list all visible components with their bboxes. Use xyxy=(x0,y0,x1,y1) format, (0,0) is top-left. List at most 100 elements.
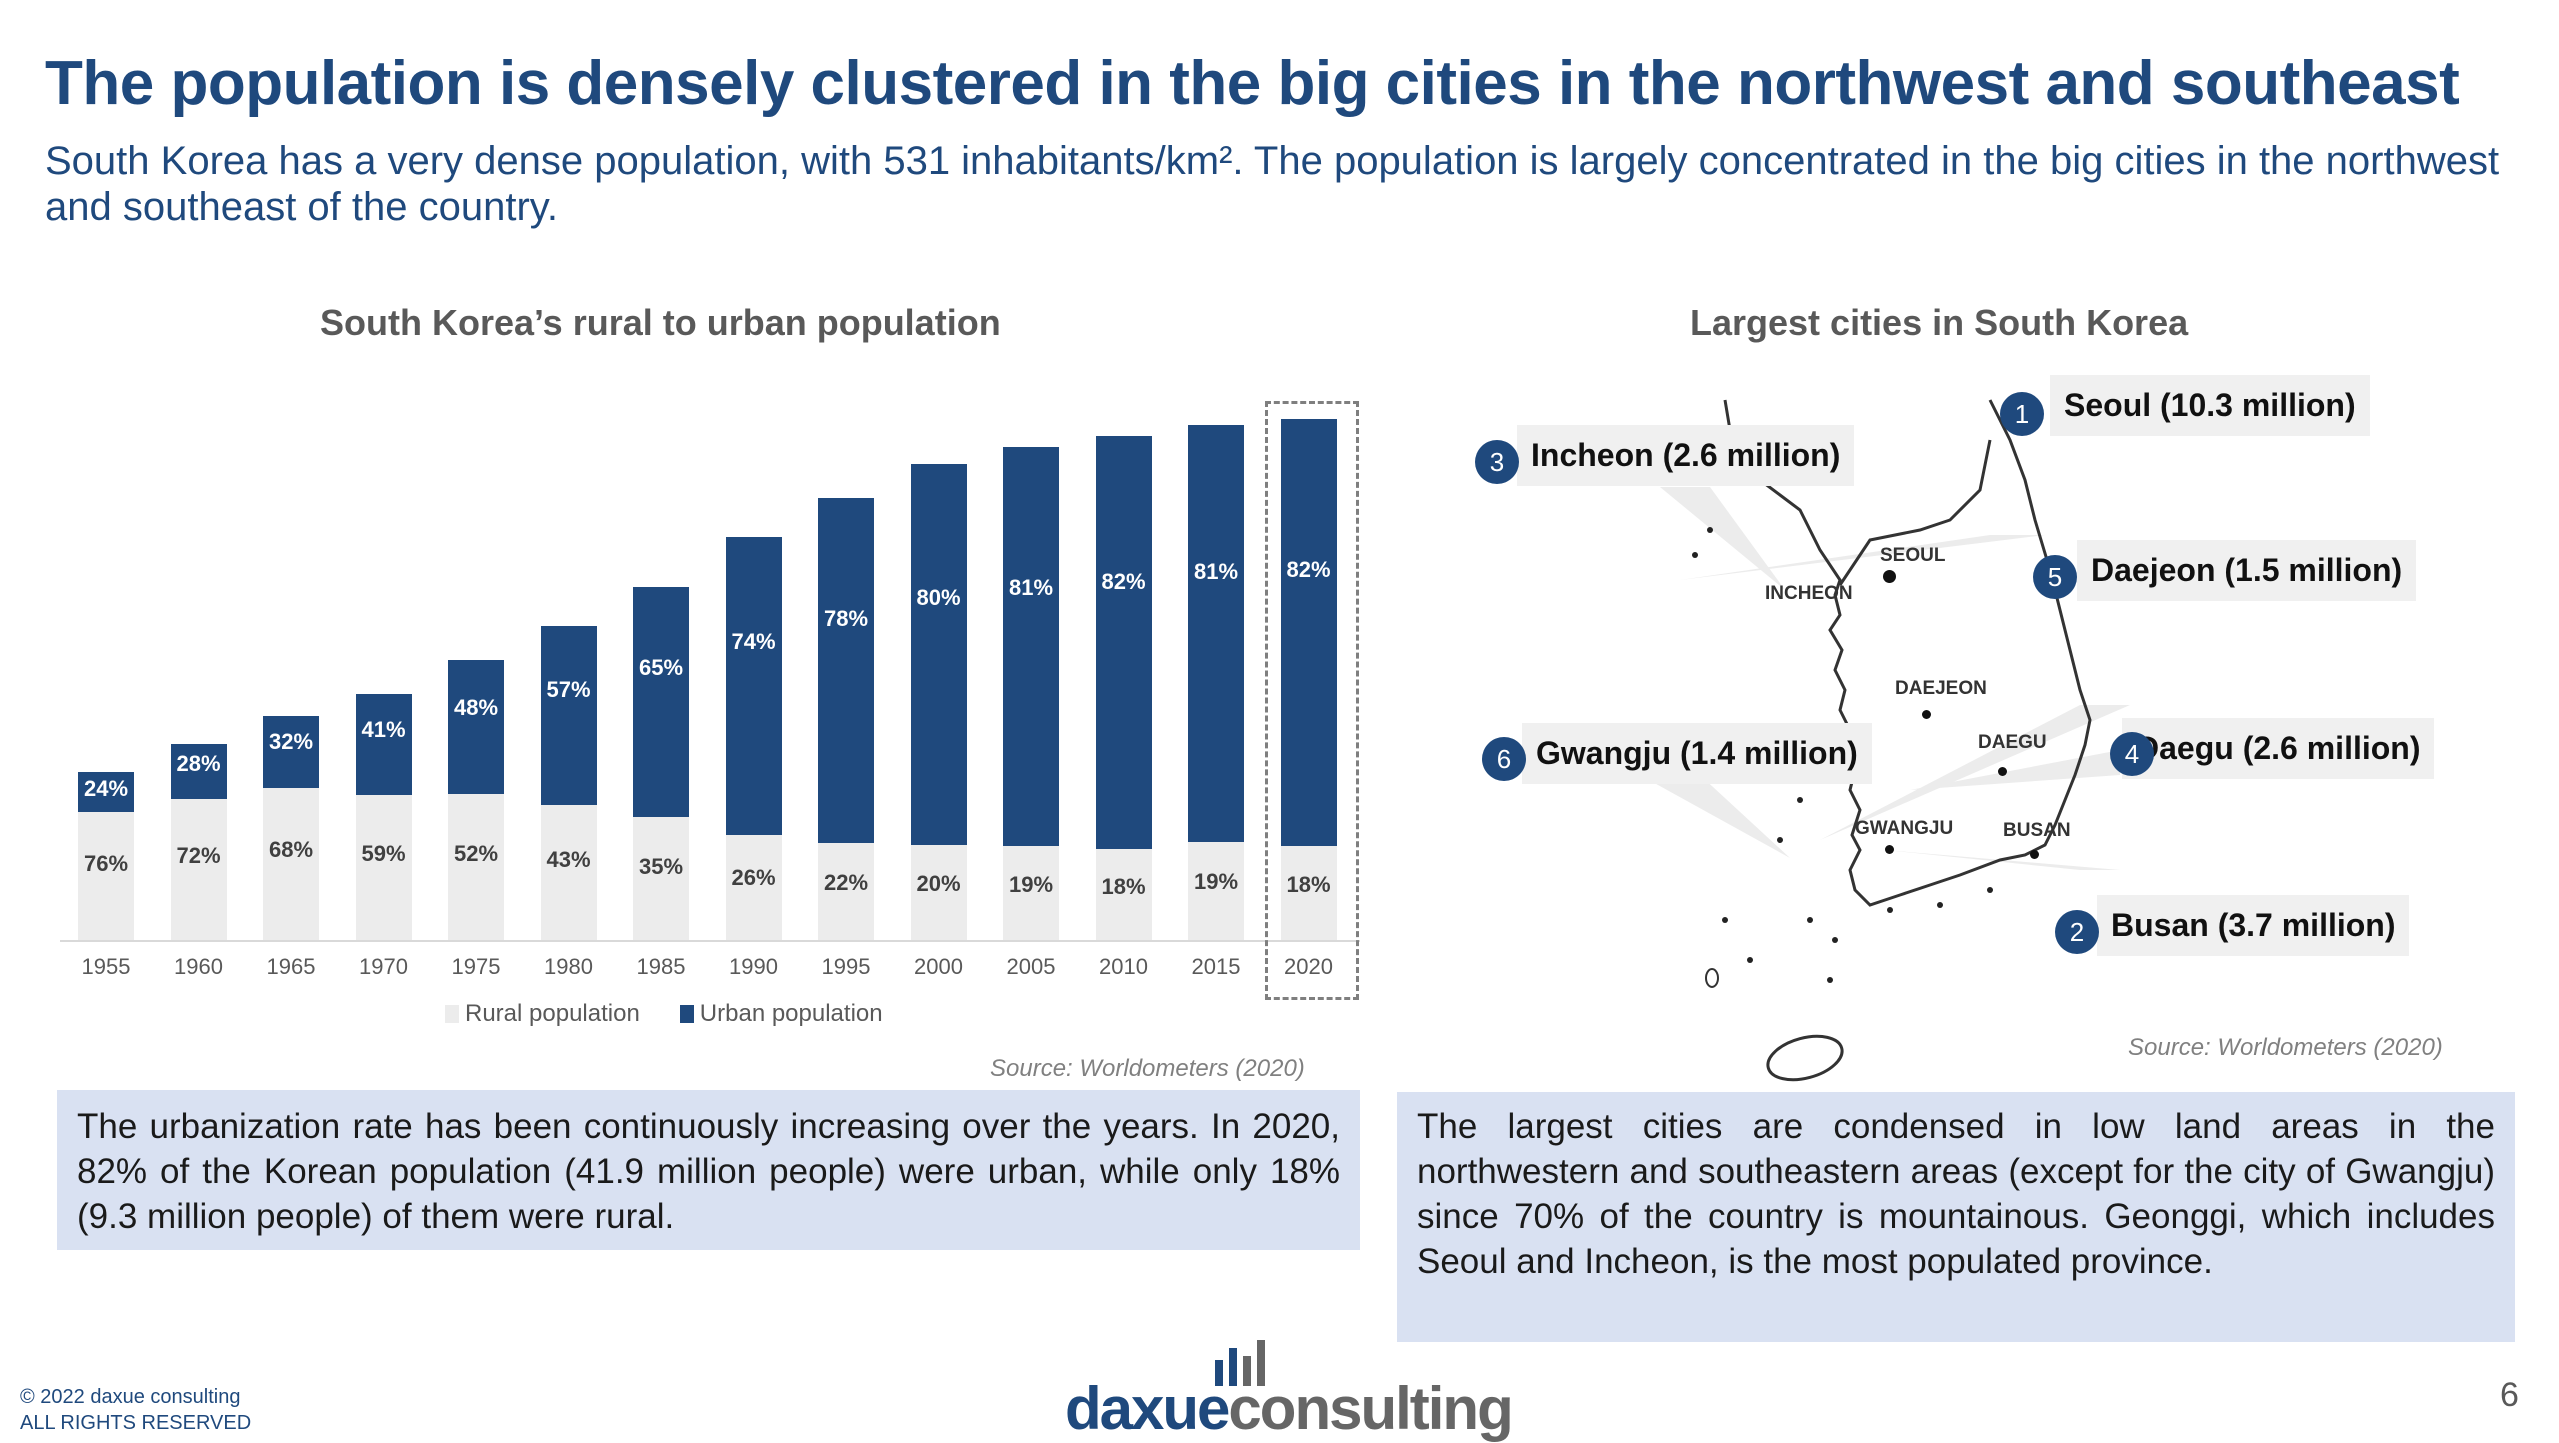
rural-value-label: 26% xyxy=(731,865,776,891)
korea-outline-icon xyxy=(1640,399,2130,1082)
x-tick-label: 2020 xyxy=(1284,954,1333,979)
map-note: The largest cities are condensed in low … xyxy=(1397,1092,2515,1342)
urban-segment: 24% xyxy=(78,772,134,813)
bar-1965: 32% 68% xyxy=(263,716,319,940)
callout-daegu: Daegu (2.6 million) xyxy=(2122,718,2435,779)
urban-value-label: 82% xyxy=(1101,568,1146,594)
urban-value-label: 81% xyxy=(1193,558,1239,584)
rural-value-label: 72% xyxy=(176,843,221,869)
urban-segment: 57% xyxy=(540,626,597,806)
map-label-seoul: SEOUL xyxy=(1880,545,1946,566)
urban-value-label: 80% xyxy=(916,585,961,611)
rural-segment: 18% xyxy=(1280,846,1337,940)
x-axis-line xyxy=(60,940,1360,942)
rank-badge-4: 4 xyxy=(2110,732,2154,776)
urban-value-label: 28% xyxy=(176,751,221,777)
rural-value-label: 20% xyxy=(916,870,961,896)
rural-segment: 76% xyxy=(78,812,134,940)
map-title: Largest cities in South Korea xyxy=(1690,302,2189,343)
urban-segment: 81% xyxy=(1003,447,1059,847)
x-tick-label: 1990 xyxy=(729,954,778,979)
map-label-daejeon: DAEJEON xyxy=(1895,678,1987,699)
urban-value-label: 48% xyxy=(453,695,499,721)
x-tick-label: 1980 xyxy=(544,954,593,979)
busan-dot-icon xyxy=(2030,850,2039,859)
rural-value-label: 68% xyxy=(268,836,314,862)
legend-swatch-rural xyxy=(445,1005,459,1023)
chart-bars: 24% 76% 28% 72% 32% 68% 41% 59% 48% 52% 57% 43% 65% 3… xyxy=(60,380,1360,940)
callout-seoul: Seoul (10.3 million) xyxy=(2050,375,2370,436)
x-tick-label: 1960 xyxy=(174,954,223,979)
callout-busan: Busan (3.7 million) xyxy=(2097,895,2410,956)
x-tick-label: 1975 xyxy=(451,954,501,979)
map-label-gwangju: GWANGJU xyxy=(1855,818,1954,839)
rank-badge-6: 6 xyxy=(1482,737,1526,781)
rural-segment: 19% xyxy=(1188,842,1244,940)
daegu-dot-icon xyxy=(1998,767,2007,776)
urban-segment: 65% xyxy=(633,587,689,817)
rural-segment: 72% xyxy=(170,798,227,940)
urban-value-label: 81% xyxy=(1008,574,1054,600)
urban-segment: 28% xyxy=(170,744,227,799)
urban-value-label: 41% xyxy=(361,716,406,742)
rank-badge-3: 3 xyxy=(1475,440,1519,484)
bar-1995: 78% 22% xyxy=(818,497,874,940)
page-number: 6 xyxy=(2500,1376,2519,1414)
urban-value-label: 78% xyxy=(823,606,869,632)
x-tick-label: 2015 xyxy=(1191,954,1241,979)
urban-segment: 32% xyxy=(263,716,319,788)
bar-2020: 82% 18% xyxy=(1280,419,1337,940)
rural-value-label: 18% xyxy=(1101,873,1146,899)
chart-legend: Rural population Urban population xyxy=(445,1000,883,1028)
chart-note: The urbanization rate has been continuou… xyxy=(57,1090,1360,1250)
bar-2005: 81% 19% xyxy=(1003,447,1059,940)
x-tick-label: 1955 xyxy=(81,954,131,979)
callout-daejeon: Daejeon (1.5 million) xyxy=(2077,540,2417,601)
bar-1970: 41% 59% xyxy=(355,693,412,940)
rural-segment: 68% xyxy=(263,787,319,940)
urban-value-label: 74% xyxy=(731,629,776,655)
x-tick-label: 1965 xyxy=(266,954,316,979)
legend-urban: Urban population xyxy=(679,1000,883,1028)
chart-source: Source: Worldometers (2020) xyxy=(990,1055,1305,1082)
rural-segment: 43% xyxy=(540,805,597,940)
rural-value-label: 35% xyxy=(638,853,684,879)
rural-segment: 22% xyxy=(818,842,874,940)
map-label-incheon: INCHEON xyxy=(1765,583,1853,604)
bar-1980: 57% 43% xyxy=(540,626,597,940)
rural-value-label: 43% xyxy=(546,847,591,873)
rural-segment: 35% xyxy=(633,816,689,940)
rural-value-label: 52% xyxy=(453,840,499,866)
bar-2000: 80% 20% xyxy=(910,464,967,940)
x-tick-label: 1970 xyxy=(359,954,408,979)
bar-1960: 28% 72% xyxy=(170,744,227,940)
urban-segment: 82% xyxy=(1280,419,1337,847)
x-tick-label: 2010 xyxy=(1099,954,1148,979)
urban-segment: 81% xyxy=(1188,424,1244,843)
urban-value-label: 65% xyxy=(638,655,684,681)
urban-value-label: 32% xyxy=(268,729,314,755)
urban-value-label: 82% xyxy=(1286,556,1331,582)
x-tick-label: 1985 xyxy=(636,954,686,979)
highlight-2020-box xyxy=(1264,401,1359,1000)
legend-rural: Rural population xyxy=(445,1000,640,1028)
urban-segment: 78% xyxy=(818,497,874,843)
logo-bars-icon xyxy=(1215,1340,1265,1386)
urban-value-label: 24% xyxy=(83,776,129,801)
legend-swatch-urban xyxy=(679,1005,694,1023)
rural-segment: 18% xyxy=(1095,849,1152,940)
rural-value-label: 22% xyxy=(823,869,869,895)
urban-value-label: 57% xyxy=(546,676,591,702)
rank-badge-1: 1 xyxy=(2000,392,2044,436)
page-subtitle: South Korea has a very dense population,… xyxy=(45,139,2500,229)
rural-segment: 20% xyxy=(910,844,967,940)
rural-segment: 19% xyxy=(1003,846,1059,940)
rural-segment: 26% xyxy=(725,835,782,940)
x-tick-label: 2005 xyxy=(1006,954,1056,979)
bar-1955: 24% 76% xyxy=(78,772,134,940)
stacked-bar-chart: 24% 76% 28% 72% 32% 68% 41% 59% 48% 52% 57% 43% 65% 3… xyxy=(60,380,1370,1080)
bar-2010: 82% 18% xyxy=(1095,436,1152,940)
page-title: The population is densely clustered in t… xyxy=(45,49,2460,118)
x-tick-label: 1995 xyxy=(821,954,871,979)
callout-gwangju: Gwangju (1.4 million) xyxy=(1522,723,1872,784)
